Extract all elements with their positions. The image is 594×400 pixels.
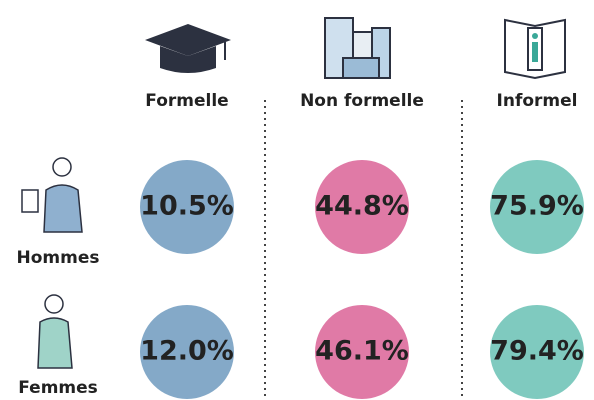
man-icon [22,158,82,232]
row-label: Femmes [18,378,98,398]
value-label: 12.0% [140,336,234,367]
value-label: 75.9% [490,191,584,222]
value-label: 79.4% [490,336,584,367]
infographic: Formelle Non formelle Informel Hommes 10.5% 4… [0,0,594,400]
building-icon [325,18,390,78]
value-label: 10.5% [140,191,234,222]
value-label: 44.8% [315,191,409,222]
column-header: Formelle [145,91,228,111]
cap-icon [145,24,231,73]
column-header: Non formelle [300,91,424,111]
woman-icon [38,295,72,368]
value-label: 46.1% [315,336,409,367]
column-header: Informel [497,91,578,111]
info-book-icon [505,20,565,78]
row-label: Hommes [17,248,100,268]
